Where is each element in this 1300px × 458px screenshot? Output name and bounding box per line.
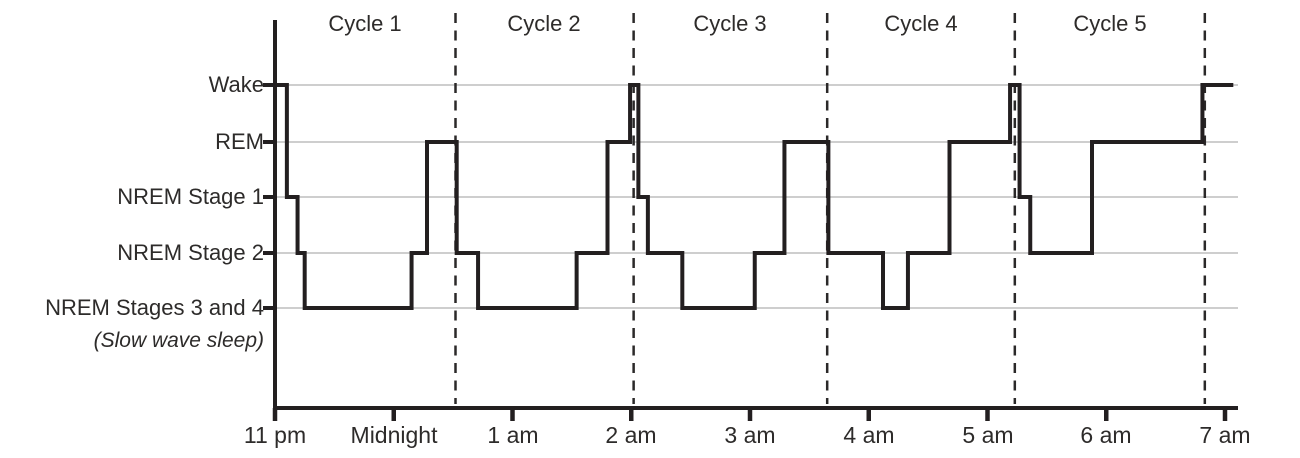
y-axis-label-nrem34: NREM Stages 3 and 4: [45, 295, 264, 320]
cycle-label-1: Cycle 1: [328, 11, 402, 36]
x-tick-label-3am: 3 am: [724, 422, 776, 448]
x-tick-label-4am: 4 am: [843, 422, 895, 448]
cycle-label-2: Cycle 2: [507, 11, 581, 36]
x-tick-label-5am: 5 am: [962, 422, 1014, 448]
x-tick-label-7am: 7 am: [1199, 422, 1251, 448]
y-axis-label-nrem2: NREM Stage 2: [117, 240, 264, 265]
x-tick-label-11pm: 11 pm: [243, 422, 307, 448]
x-tick-label-6am: 6 am: [1080, 422, 1132, 448]
x-tick-label-2am: 2 am: [605, 422, 657, 448]
x-tick-label-1am: 1 am: [487, 422, 539, 448]
sleep-stage-step-line: [275, 83, 1234, 310]
y-axis-label-nrem1: NREM Stage 1: [117, 184, 264, 209]
cycle-label-3: Cycle 3: [693, 11, 767, 36]
y-axis-sublabel-slow-wave-sleep: (Slow wave sleep): [93, 329, 264, 352]
cycle-label-4: Cycle 4: [884, 11, 958, 36]
y-axis-label-rem: REM: [215, 129, 264, 154]
cycle-label-5: Cycle 5: [1073, 11, 1147, 36]
x-tick-label-midnight: Midnight: [350, 422, 438, 448]
y-axis-label-wake: Wake: [208, 72, 264, 97]
